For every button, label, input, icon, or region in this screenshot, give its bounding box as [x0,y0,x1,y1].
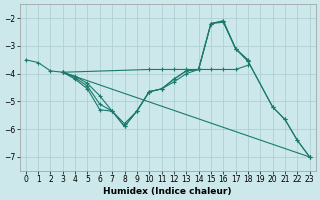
X-axis label: Humidex (Indice chaleur): Humidex (Indice chaleur) [103,187,232,196]
